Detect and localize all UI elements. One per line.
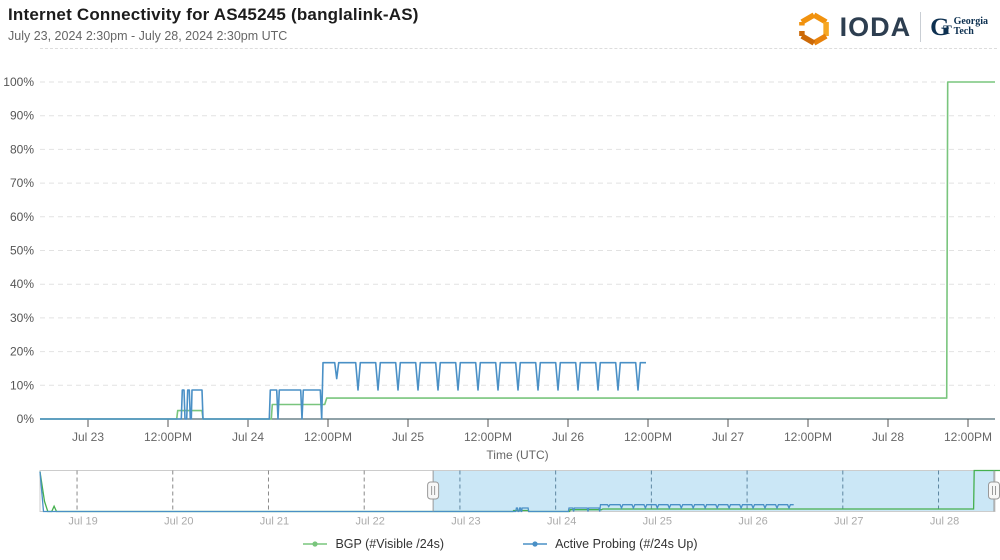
bgp-series-line [40,81,995,420]
navigator-range-selector: Jul 19 Jul 20 Jul 21 Jul 22 Jul 23 Jul 24 Jul … [39,469,1000,528]
bgp-legend-marker-icon [303,541,328,547]
navigator-tick-label: Jul 20 [164,516,193,528]
navigator-left-handle[interactable] [427,481,440,500]
x-axis-tick-label: Jul 26 [552,430,584,444]
x-axis-tick-label: Jul 25 [392,430,424,444]
ioda-hexagon-icon [798,12,829,46]
legend-label-active-probing: Active Probing (#/24s Up) [555,537,698,551]
y-axis-tick-label: 40% [10,277,34,291]
page-title: Internet Connectivity for AS45245 (bangl… [8,5,419,24]
x-axis-tick-label: 12:00PM [944,430,992,444]
x-axis-tick-label: 12:00PM [304,430,352,444]
navigator-active-probing-line [39,471,794,513]
x-axis-tick-label: 12:00PM [624,430,672,444]
date-range-subtitle: July 23, 2024 2:30pm - July 28, 2024 2:3… [8,29,288,43]
georgia-tech-text: Georgia Tech [953,15,988,37]
navigator-tick-label: Jul 27 [834,516,863,528]
main-timeseries-chart: 0% 10% 20% 30% 40% 50% 60% 70% 80% 90% 100% Jul 23 1… [3,75,995,462]
navigator-tick-label: Jul 19 [68,516,97,528]
x-axis-tick-label: Jul 23 [72,430,104,444]
x-axis-tick-label: Jul 24 [232,430,264,444]
navigator-tick-label: Jul 26 [738,516,767,528]
navigator-tick-label: Jul 21 [260,516,289,528]
navigator-right-handle[interactable] [988,481,1000,500]
navigator-tick-label: Jul 28 [930,516,959,528]
navigator-tick-label: Jul 23 [451,516,480,528]
x-axis-tick-label: Jul 28 [872,430,904,444]
chart-legend: BGP (#Visible /24s) Active Probing (#/24… [0,537,1000,551]
active-probing-series-line [40,361,646,420]
active-probing-legend-marker-icon [523,541,548,547]
x-axis-tick-label: Jul 27 [712,430,744,444]
chart-header: Internet Connectivity for AS45245 (bangl… [8,5,419,43]
y-axis-tick-label: 80% [10,142,34,156]
navigator-tick-label: Jul 22 [356,516,385,528]
ioda-wordmark: IODA [839,11,912,42]
x-axis-tick-label: 12:00PM [144,430,192,444]
legend-item-bgp[interactable]: BGP (#Visible /24s) [302,537,444,551]
legend-label-bgp: BGP (#Visible /24s) [335,537,445,551]
navigator-tick-label: Jul 25 [643,516,672,528]
y-axis-tick-label: 30% [10,311,34,325]
y-axis-tick-label: 50% [10,244,34,258]
y-axis-tick-label: 100% [3,75,34,89]
navigator-tick-label: Jul 24 [547,516,576,528]
logo-divider [920,12,922,42]
x-axis-tick-label: 12:00PM [464,430,512,444]
y-axis-tick-label: 90% [10,109,34,123]
y-axis-tick-label: 0% [17,412,35,426]
legend-item-active-probing[interactable]: Active Probing (#/24s Up) [522,537,698,551]
y-axis-tick-label: 70% [10,176,34,190]
y-axis-tick-label: 20% [10,345,34,359]
x-axis-tick-label: 12:00PM [784,430,832,444]
y-axis-tick-label: 60% [10,210,34,224]
y-axis-tick-label: 10% [10,378,34,392]
header-divider [40,48,997,49]
x-axis-title: Time (UTC) [486,448,548,462]
